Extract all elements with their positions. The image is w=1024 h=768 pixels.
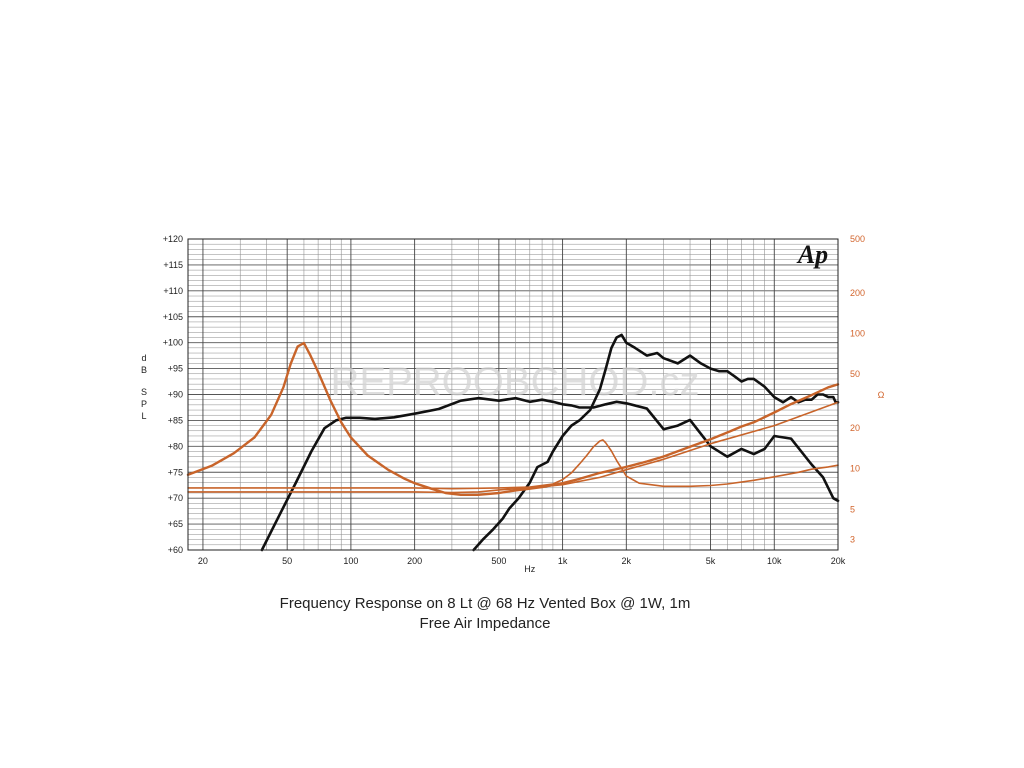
y-tick-label: +75 — [168, 467, 183, 477]
series-line-2 — [472, 333, 840, 552]
x-tick-label: 10k — [767, 556, 782, 566]
y-tick-label: +100 — [163, 338, 183, 348]
ap-logo: Ap — [796, 240, 828, 269]
y2-tick-label: 500 — [850, 234, 865, 244]
y2-tick-label: 50 — [850, 369, 860, 379]
y-tick-label: +65 — [168, 519, 183, 529]
y-tick-labels: +120 +115 +110 +105 +100 +95 +90 +85 +80 +75 +70 +6… — [163, 234, 183, 555]
x-tick-label: 1k — [558, 556, 568, 566]
y-axis-label-letter: B — [141, 365, 147, 375]
y-tick-label: +120 — [163, 234, 183, 244]
y-axis-label-letter: L — [141, 411, 146, 421]
y-tick-label: +60 — [168, 545, 183, 555]
y2-tick-label: 10 — [850, 464, 860, 474]
y2-tick-labels: 500 200 100 50 20 10 5 3 — [850, 234, 865, 544]
x-tick-label: 500 — [491, 556, 506, 566]
x-tick-label: 2k — [622, 556, 632, 566]
watermark-layer: REPROOBCHOD.cz — [331, 360, 700, 404]
x-tick-label: 200 — [407, 556, 422, 566]
y2-tick-label: 5 — [850, 504, 855, 514]
chart-grid — [188, 239, 838, 550]
series-line-4 — [187, 439, 839, 490]
series-line-3 — [186, 341, 840, 496]
series-line-1 — [260, 396, 840, 552]
y2-axis-label: Ω — [878, 390, 885, 400]
y2-tick-label: 20 — [850, 423, 860, 433]
x-tick-label: 50 — [282, 556, 292, 566]
y-tick-label: +90 — [168, 390, 183, 400]
x-tick-labels: 20 50 100 200 500 1k 2k 5k 10k 20k — [198, 556, 846, 566]
chart-subtitle: Free Air Impedance — [419, 615, 551, 632]
y-tick-label: +105 — [163, 312, 183, 322]
y-tick-label: +110 — [163, 286, 183, 296]
x-tick-label: 5k — [706, 556, 716, 566]
plot-frame — [187, 238, 839, 551]
y-tick-label: +70 — [168, 493, 183, 503]
x-axis-label: Hz — [524, 564, 535, 574]
y2-tick-label: 3 — [850, 534, 855, 544]
y-axis-label-letter: P — [141, 399, 147, 409]
y-tick-label: +95 — [168, 364, 183, 374]
y-tick-label: +80 — [168, 441, 183, 451]
y-axis-label-letter: S — [141, 387, 147, 397]
y-axis-label-letter: d — [141, 353, 146, 363]
x-tick-label: 20k — [831, 556, 846, 566]
y2-tick-label: 200 — [850, 288, 865, 298]
y-tick-label: +85 — [168, 415, 183, 425]
y-tick-label: +115 — [163, 260, 183, 270]
y2-tick-label: 100 — [850, 328, 865, 338]
y-axis-label: dB SPL — [141, 353, 147, 421]
series-line-5 — [187, 401, 839, 494]
watermark-text: REPROOBCHOD.cz — [331, 360, 700, 404]
x-tick-label: 20 — [198, 556, 208, 566]
series-layer — [186, 333, 840, 552]
chart-title: Frequency Response on 8 Lt @ 68 Hz Vente… — [279, 595, 691, 612]
x-tick-label: 100 — [343, 556, 358, 566]
